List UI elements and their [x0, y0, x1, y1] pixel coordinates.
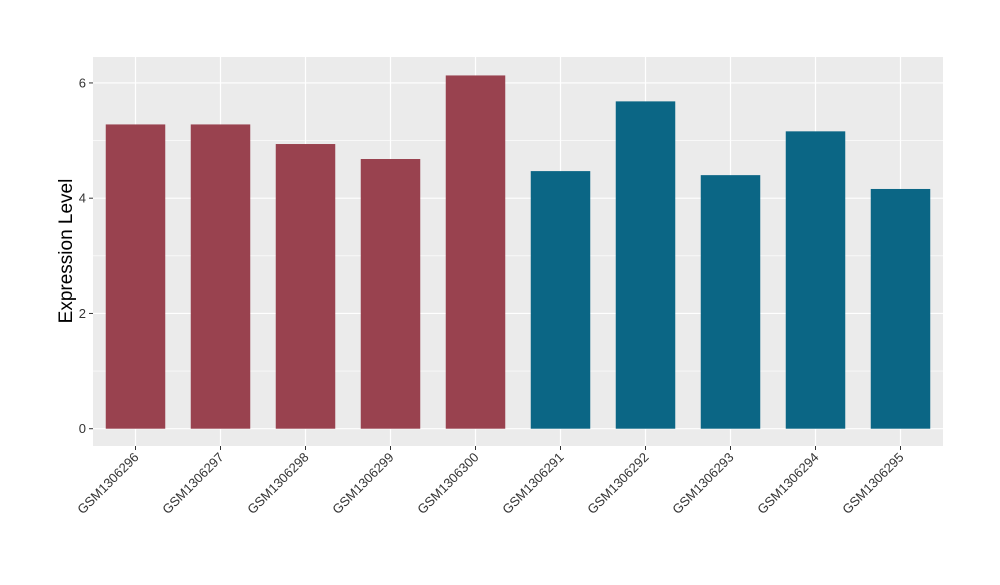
x-axis: GSM1306296 GSM1306297 GSM1306298 GSM1306299…	[74, 446, 907, 517]
x-tick-label: GSM1306298	[244, 450, 311, 517]
bar	[360, 159, 421, 429]
x-tick-label: GSM1306291	[499, 450, 566, 517]
bar	[190, 124, 251, 429]
bar	[615, 101, 676, 429]
y-axis-title: Expression Level	[56, 179, 77, 324]
x-tick-label: GSM1306297	[159, 450, 226, 517]
x-tick-label: GSM1306300	[414, 450, 481, 517]
x-tick-label: GSM1306292	[584, 450, 651, 517]
bar	[870, 188, 931, 429]
y-tick-label: 4	[79, 191, 86, 206]
bar	[700, 175, 761, 429]
x-tick-label: GSM1306296	[74, 450, 141, 517]
x-tick-label: GSM1306299	[329, 450, 396, 517]
y-tick-label: 6	[79, 75, 86, 90]
bars	[105, 75, 931, 429]
x-tick-label: GSM1306294	[754, 450, 821, 517]
bar	[785, 131, 846, 429]
bar	[105, 124, 166, 429]
x-tick-label: GSM1306295	[839, 450, 906, 517]
y-tick-label: 2	[79, 306, 86, 321]
y-tick-label: 0	[79, 421, 86, 436]
x-tick-label: GSM1306293	[669, 450, 736, 517]
y-axis: 0 2 4 6	[79, 75, 93, 436]
bar	[530, 171, 591, 429]
bar	[275, 144, 336, 429]
bar	[445, 75, 506, 429]
